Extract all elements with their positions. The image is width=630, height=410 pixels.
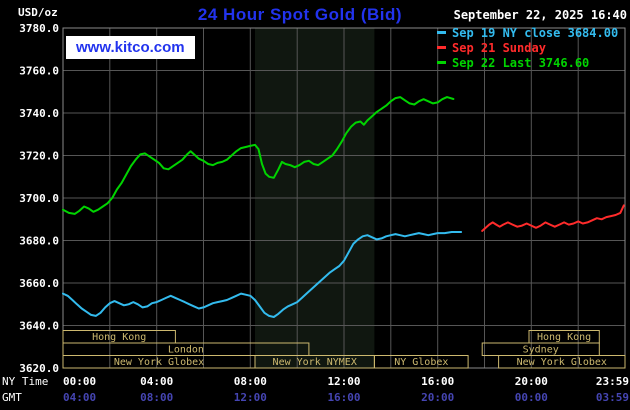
x-axis-gmt-tick-label: 03:59 [596,391,629,404]
y-axis-tick-label: 3660.0 [19,277,59,290]
x-axis-gmt-tick-label: 08:00 [140,391,173,404]
session-label: New York Globex [114,357,204,368]
x-axis-ny-tick-label: 12:00 [327,375,360,388]
x-axis-ny-tick-label: 08:00 [234,375,267,388]
y-axis-tick-label: 3640.0 [19,320,59,333]
x-axis-ny-tick-label: 20:00 [515,375,548,388]
chart-title: 24 Hour Spot Gold (Bid) [197,5,403,24]
y-axis-tick-label: 3700.0 [19,192,59,205]
gmt-axis-label: GMT [2,391,22,404]
datetime-label: September 22, 2025 16:40 [453,8,627,22]
y-axis-tick-label: 3760.0 [19,65,59,78]
y-axis-tick-label: 3780.0 [19,22,59,35]
units-label: USD/oz [18,6,58,19]
legend-item-sep22: Sep 22 Last 3746.60 [437,55,618,70]
x-axis-ny-tick-label: 23:59 [596,375,629,388]
kitco-watermark-link[interactable]: www.kitco.com [66,36,195,59]
session-label: New York NYMEX [273,357,357,368]
legend-label-sep21: Sep 21 Sunday [452,40,546,55]
x-axis-gmt-tick-label: 12:00 [234,391,267,404]
x-axis-gmt-tick-label: 00:00 [515,391,548,404]
session-box [373,355,469,369]
x-axis-ny-tick-label: 04:00 [140,375,173,388]
legend-item-sep19: Sep 19 NY close 3684.00 [437,25,618,40]
y-axis-tick-label: 3680.0 [19,235,59,248]
session-box [498,355,626,369]
session-label: Sydney [523,345,559,356]
session-label: London [168,345,204,356]
ny-time-axis-label: NY Time [2,375,48,388]
legend-label-sep22: Sep 22 Last 3746.60 [452,55,590,70]
session-label: New York Globex [517,357,607,368]
sep21-line-marker-icon [437,46,446,49]
y-axis-tick-label: 3720.0 [19,150,59,163]
session-label: Hong Kong [92,332,146,343]
session-label: NY Globex [394,357,448,368]
legend: Sep 19 NY close 3684.00 Sep 21 Sunday Se… [437,25,618,70]
sep19-line-marker-icon [437,31,446,34]
price-line-series [481,204,625,232]
legend-label-sep19: Sep 19 NY close 3684.00 [452,25,619,40]
price-line-series [62,231,463,318]
x-axis-gmt-tick-label: 20:00 [421,391,454,404]
x-axis-ny-tick-label: 16:00 [421,375,454,388]
legend-item-sep21: Sep 21 Sunday [437,40,618,55]
x-axis-gmt-tick-label: 04:00 [63,391,96,404]
session-label: Hong Kong [537,332,591,343]
sep22-line-marker-icon [437,61,446,64]
y-axis-tick-label: 3740.0 [19,107,59,120]
y-axis-tick-label: 3620.0 [19,362,59,375]
price-line-series [62,96,455,215]
x-axis-gmt-tick-label: 16:00 [327,391,360,404]
x-axis-ny-tick-label: 00:00 [63,375,96,388]
